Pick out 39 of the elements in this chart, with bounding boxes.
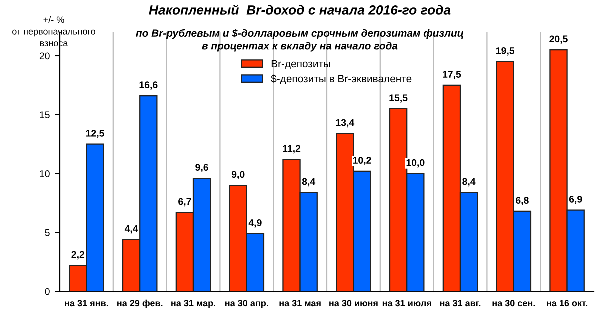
y-tick-label: 20 xyxy=(40,52,50,60)
data-label: 17,5 xyxy=(443,71,462,80)
x-tick-label: на 31 авг. xyxy=(440,300,481,307)
x-tick-label: на 31 мая xyxy=(280,300,321,307)
data-label: 20,5 xyxy=(550,36,568,44)
data-label: 15,5 xyxy=(390,94,408,103)
data-label: 4,4 xyxy=(124,226,138,234)
legend-label: $-депозиты в Br-эквиваленте xyxy=(271,74,412,85)
x-tick-label: на 30 июня xyxy=(330,300,378,307)
data-label: 11,2 xyxy=(283,145,301,154)
y-tick-label: 0 xyxy=(45,288,50,296)
data-label: 9,6 xyxy=(196,164,208,172)
data-label: 8,4 xyxy=(302,178,316,187)
x-tick-label: на 31 мар. xyxy=(172,300,216,308)
data-label: 4,9 xyxy=(248,220,262,228)
data-label: 10,0 xyxy=(406,159,425,168)
y-tick-label: 5 xyxy=(45,230,50,236)
chart-subtitle: по Br-рублевым и $-долларовым срочным депозитам физлиц в процентах к вкладу на начало года xyxy=(136,29,464,52)
data-label: 19,5 xyxy=(496,47,515,56)
x-tick-label: на 16 окт. xyxy=(547,300,588,307)
x-tick-label: на 30 сен. xyxy=(492,300,536,307)
y-tick-label: 15 xyxy=(40,112,50,118)
y-tick-label: 10 xyxy=(40,170,50,178)
data-label: 2,2 xyxy=(72,251,85,260)
data-label: 10,2 xyxy=(353,157,372,166)
data-label: 16,6 xyxy=(140,82,158,90)
x-tick-label: на 29 фев. xyxy=(118,300,163,308)
data-label: 6,8 xyxy=(516,197,529,206)
data-label: 8,4 xyxy=(462,178,476,187)
data-label: 13,4 xyxy=(336,119,355,128)
data-label: 6,7 xyxy=(178,198,192,207)
x-tick-label: на 31 июля xyxy=(382,300,432,307)
data-label: 6,9 xyxy=(569,196,582,204)
legend-label: Br-депозиты xyxy=(272,60,330,70)
data-label: 12,5 xyxy=(86,130,104,138)
data-label: 9,0 xyxy=(232,171,245,180)
chart-title: Накопленный Br-доход с начала 2016-го года xyxy=(149,4,451,15)
x-tick-label: на 31 янв. xyxy=(65,300,108,307)
x-tick-label: на 30 апр. xyxy=(226,300,268,308)
